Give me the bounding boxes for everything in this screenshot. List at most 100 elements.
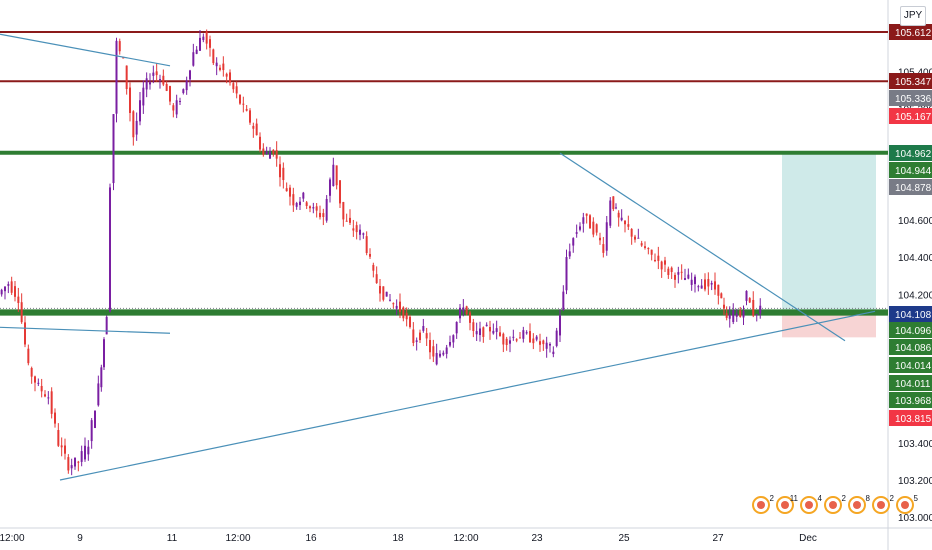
event-flag-icon[interactable]: 2 [824, 494, 846, 514]
candle-body [432, 346, 435, 357]
candle-body [392, 303, 395, 305]
candle-body [279, 164, 281, 178]
candle-body [670, 267, 673, 273]
x-tick-label: 12:00 [0, 533, 25, 544]
candle-body [485, 324, 488, 327]
candle-body [24, 322, 26, 345]
candle-body [624, 220, 626, 225]
candle-body [335, 165, 338, 186]
candle-body [412, 329, 415, 343]
candle-body [77, 461, 80, 463]
event-count: 4 [817, 494, 822, 503]
candle-body [439, 353, 441, 357]
candle-body [714, 281, 716, 290]
candle-body [419, 332, 421, 341]
candle-body [472, 322, 475, 331]
event-count: 2 [841, 494, 846, 503]
candle-body [385, 291, 388, 297]
y-tick-label: 103.000 [898, 513, 932, 524]
candle-body [122, 57, 125, 59]
candle-body [634, 236, 636, 240]
candle-body [644, 246, 646, 248]
candle-body [479, 328, 481, 336]
candle-body [459, 307, 461, 319]
candle-body [552, 351, 555, 355]
price-label-text: 104.086 [895, 343, 932, 354]
candle-body [687, 274, 690, 279]
candle-body [275, 150, 278, 159]
price-label-text: 104.944 [895, 166, 932, 177]
y-tick-label: 104.400 [898, 253, 932, 264]
candle-body [565, 257, 568, 291]
candle-body [292, 194, 295, 206]
event-count: 11 [789, 494, 798, 503]
price-label-text: 105.336 [895, 94, 932, 105]
candle-body [684, 278, 686, 280]
candle-body [339, 180, 341, 204]
candle-body [489, 326, 491, 332]
candle-body [499, 332, 501, 336]
candle-body [80, 451, 83, 462]
candle-body [405, 312, 408, 320]
event-clock-icon[interactable]: 2 [752, 494, 774, 514]
candle-body [145, 78, 148, 90]
candle-body [172, 105, 175, 111]
price-label-box [889, 179, 932, 195]
candle-body [67, 457, 70, 471]
candle-body [549, 343, 551, 346]
x-tick-label: 16 [305, 533, 317, 544]
currency-badge[interactable]: JPY [900, 6, 926, 26]
candle-body [452, 335, 455, 343]
candle-body [20, 302, 23, 323]
trendline-1 [0, 326, 171, 334]
candle-body [135, 120, 138, 135]
x-tick-label: 12:00 [453, 533, 478, 544]
event-flag-icon[interactable]: 11 [776, 494, 798, 514]
candle-body [155, 71, 158, 76]
event-flag-icon[interactable]: 5 [896, 494, 918, 514]
candle-body [255, 123, 258, 136]
candle-body [249, 110, 251, 123]
candle-body [169, 86, 171, 102]
candle-body [245, 109, 248, 111]
candle-body [512, 336, 515, 338]
candle-body [142, 87, 145, 106]
candle-body [7, 284, 10, 286]
candle-body [112, 114, 115, 184]
price-label-text: 105.612 [895, 28, 932, 39]
event-count: 2 [889, 494, 894, 503]
candle-body [654, 259, 656, 262]
candle-body [289, 187, 291, 197]
y-tick-label: 103.200 [898, 476, 932, 487]
candle-body [735, 313, 738, 317]
candle-body [365, 236, 368, 254]
event-flag-icon[interactable]: 8 [848, 494, 870, 514]
candle-body [185, 80, 188, 91]
candle-body [647, 248, 650, 250]
candle-body [349, 217, 351, 223]
price-label-box [889, 90, 932, 106]
price-label-box [889, 145, 932, 161]
candle-body [680, 271, 683, 273]
candle-body [129, 87, 131, 113]
event-flag-icon[interactable]: 4 [800, 494, 822, 514]
candle-body [118, 41, 121, 52]
candle-body [630, 229, 633, 237]
candle-body [10, 281, 13, 293]
candle-body [449, 342, 451, 346]
candle-body [579, 226, 581, 230]
candle-body [582, 217, 585, 224]
plot-area [0, 0, 888, 528]
candle-body [742, 310, 745, 318]
candle-body [442, 352, 445, 355]
candle-body [562, 291, 565, 310]
candle-body [575, 232, 578, 234]
candle-body [47, 397, 50, 399]
candle-body [195, 49, 198, 54]
event-flag-icon[interactable]: 2 [872, 494, 894, 514]
candle-body [382, 286, 385, 300]
economic-events-bar: 2 11 4 2 8 2 5 [752, 494, 918, 520]
x-tick-label: Dec [799, 533, 817, 544]
y-tick-label: 103.400 [898, 439, 932, 450]
